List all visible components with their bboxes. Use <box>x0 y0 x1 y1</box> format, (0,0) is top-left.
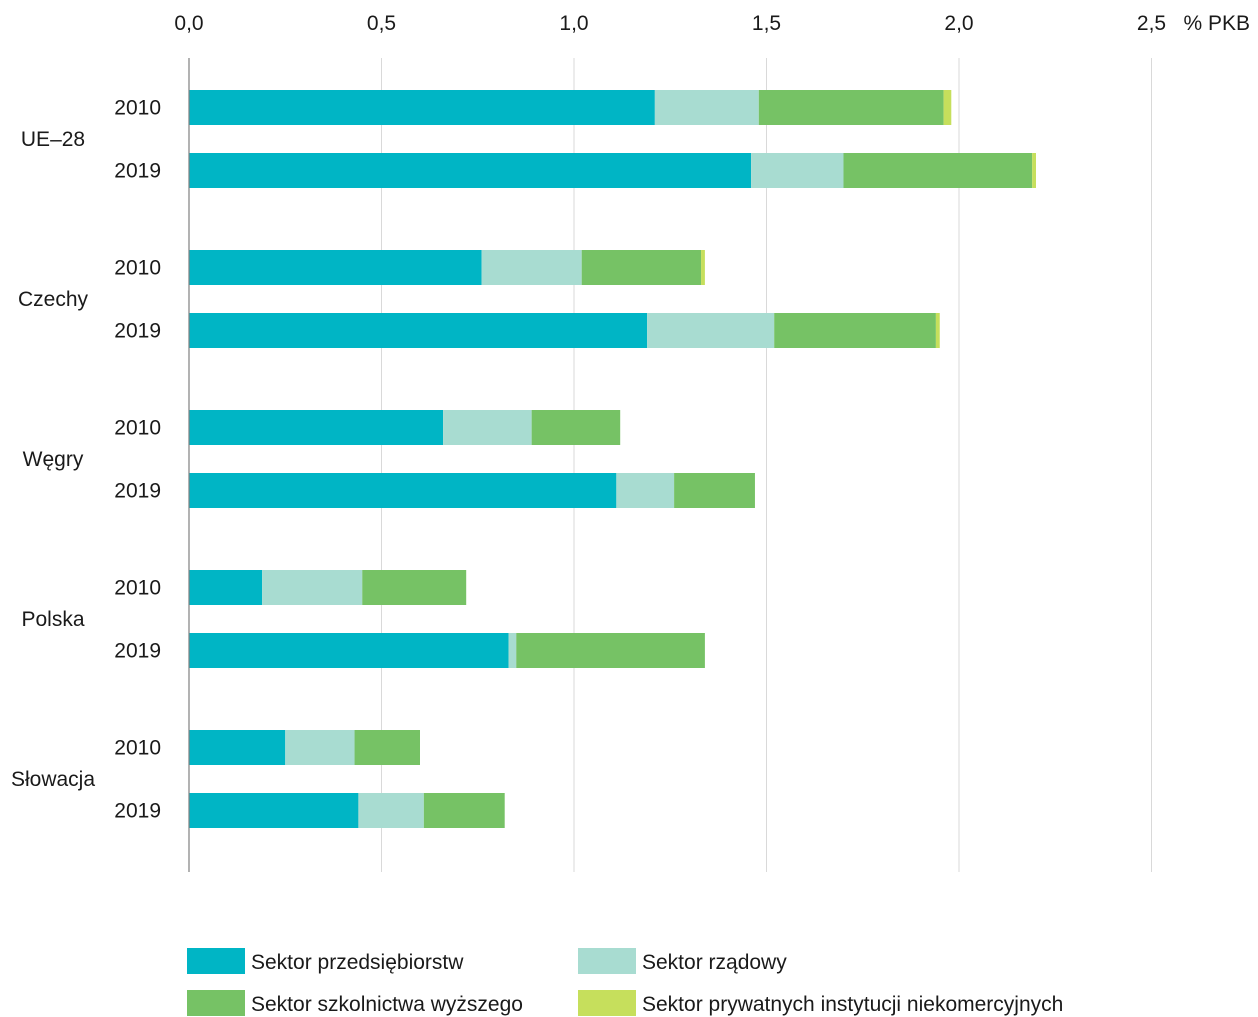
category-label: Czechy <box>18 288 89 311</box>
bar-segment <box>508 633 517 668</box>
axis-unit-label: % PKB <box>1183 12 1250 35</box>
bar-segment <box>189 473 617 508</box>
bar-segment <box>262 570 363 605</box>
x-tick-label: 1,0 <box>559 12 588 35</box>
bar-segment <box>516 633 705 668</box>
legend-swatch <box>187 990 245 1016</box>
legend-label: Sektor szkolnictwa wyższego <box>251 993 523 1016</box>
bar-segment <box>443 410 532 445</box>
year-label: 2019 <box>114 160 161 183</box>
legend-label: Sektor rządowy <box>642 951 787 974</box>
bar-segment <box>758 90 944 125</box>
bar-segment <box>654 90 759 125</box>
bar-segment <box>189 313 648 348</box>
category-label: Węgry <box>23 448 84 471</box>
bar-segment <box>616 473 675 508</box>
bar-segment <box>189 153 752 188</box>
year-label: 2010 <box>114 737 161 760</box>
x-tick-label: 2,0 <box>944 12 973 35</box>
x-tick-label: 2,5 <box>1137 12 1166 35</box>
year-label: 2019 <box>114 800 161 823</box>
bar-segment <box>751 153 844 188</box>
legend-label: Sektor prywatnych instytucji niekomercyj… <box>642 993 1063 1016</box>
bar-segment <box>701 250 705 285</box>
bars <box>189 90 1036 828</box>
year-label: 2019 <box>114 320 161 343</box>
bar-segment <box>481 250 582 285</box>
bar-segment <box>774 313 936 348</box>
x-tick-label: 0,5 <box>367 12 396 35</box>
bar-segment <box>285 730 355 765</box>
bar-segment <box>354 730 420 765</box>
year-label: 2010 <box>114 257 161 280</box>
year-label: 2010 <box>114 417 161 440</box>
bar-segment <box>189 570 263 605</box>
bar-segment <box>581 250 702 285</box>
category-label: Słowacja <box>11 768 95 791</box>
x-tick-label: 0,0 <box>174 12 203 35</box>
legend: Sektor przedsiębiorstw Sektor rządowy Sekt… <box>187 948 1063 1016</box>
year-label: 2019 <box>114 480 161 503</box>
labels: 0,0 0,5 1,0 1,5 2,0 2,5 % PKB 2010 2019 UE–28 2010… <box>11 12 1250 823</box>
bar-segment <box>189 90 655 125</box>
legend-swatch <box>187 948 245 974</box>
bar-segment <box>674 473 755 508</box>
year-label: 2019 <box>114 640 161 663</box>
bar-segment <box>423 793 505 828</box>
bar-segment <box>362 570 467 605</box>
bar-segment <box>935 313 940 348</box>
legend-swatch <box>578 948 636 974</box>
category-label: Polska <box>21 608 84 631</box>
bar-segment <box>189 250 482 285</box>
year-label: 2010 <box>114 577 161 600</box>
bar-segment <box>531 410 621 445</box>
legend-label: Sektor przedsiębiorstw <box>251 951 464 974</box>
bar-segment <box>189 410 444 445</box>
bar-segment <box>1032 153 1036 188</box>
legend-swatch <box>578 990 636 1016</box>
category-label: UE–28 <box>21 128 85 151</box>
bar-segment <box>189 730 286 765</box>
bar-segment <box>358 793 424 828</box>
bar-segment <box>189 793 359 828</box>
bar-segment <box>189 633 509 668</box>
x-tick-label: 1,5 <box>752 12 781 35</box>
bar-segment <box>647 313 775 348</box>
bar-segment <box>943 90 952 125</box>
bar-segment <box>843 153 1033 188</box>
year-label: 2010 <box>114 97 161 120</box>
